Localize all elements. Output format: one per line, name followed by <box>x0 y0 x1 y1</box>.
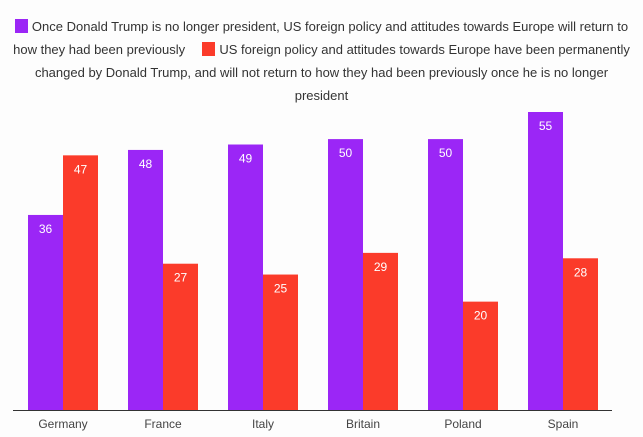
bar-italy-series-1 <box>263 274 298 410</box>
x-tick-label-france: France <box>144 417 182 431</box>
data-label-italy-series-1: 25 <box>274 282 288 296</box>
bar-france-series-1 <box>163 263 198 410</box>
bar-germany-series-0 <box>28 214 63 410</box>
data-label-britain-series-0: 50 <box>339 146 353 160</box>
legend-item-return: Once Donald Trump is no longer president… <box>13 19 628 57</box>
x-tick-label-poland: Poland <box>444 417 481 431</box>
bar-italy-series-0 <box>228 144 263 410</box>
legend-swatch-purple <box>14 19 28 33</box>
x-tick-label-spain: Spain <box>548 417 579 431</box>
data-label-italy-series-0: 49 <box>239 152 253 166</box>
bar-britain-series-1 <box>363 252 398 410</box>
bar-germany-series-1 <box>63 155 98 410</box>
x-tick-label-italy: Italy <box>252 417 274 431</box>
data-label-spain-series-1: 28 <box>574 265 588 279</box>
legend-swatch-red <box>202 42 216 56</box>
legend-item-changed: US foreign policy and attitudes towards … <box>35 42 630 103</box>
data-label-france-series-1: 27 <box>174 271 188 285</box>
legend-label-changed: US foreign policy and attitudes towards … <box>34 42 630 103</box>
data-label-poland-series-1: 20 <box>474 309 488 323</box>
bar-poland-series-0 <box>428 139 463 410</box>
bar-poland-series-1 <box>463 301 498 410</box>
x-tick-label-britain: Britain <box>346 417 380 431</box>
x-tick-label-germany: Germany <box>38 417 87 431</box>
data-label-poland-series-0: 50 <box>439 146 453 160</box>
bar-france-series-0 <box>128 149 163 410</box>
data-label-germany-series-0: 36 <box>39 222 53 236</box>
data-label-spain-series-0: 55 <box>539 119 553 133</box>
bar-spain-series-0 <box>528 112 563 410</box>
legend: Once Donald Trump is no longer president… <box>8 15 635 107</box>
data-label-germany-series-1: 47 <box>74 162 88 176</box>
data-label-britain-series-1: 29 <box>374 260 388 274</box>
data-label-france-series-0: 48 <box>139 157 153 171</box>
bar-spain-series-1 <box>563 258 598 410</box>
legend-label-return: Once Donald Trump is no longer president… <box>13 19 629 57</box>
bar-britain-series-0 <box>328 139 363 410</box>
